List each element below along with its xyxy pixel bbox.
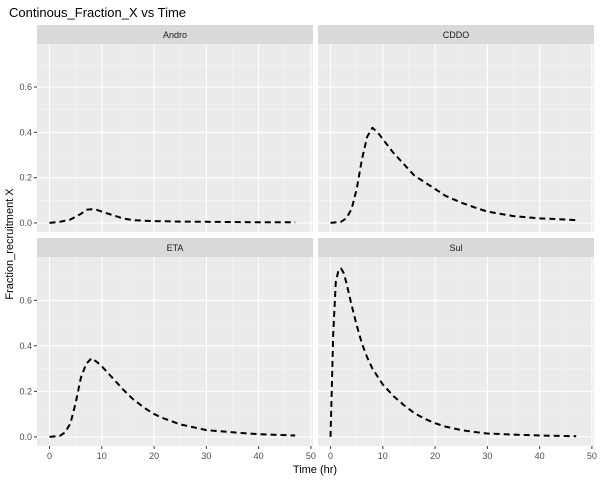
y-tick-label: 0.6 <box>19 295 32 305</box>
x-tick-label: 20 <box>430 451 440 461</box>
facet-cddo: CDDO <box>318 25 594 232</box>
facet-strip-label: Andro <box>163 30 187 40</box>
facet-eta: ETA 0.0 0.2 0.4 0.6 0 10 20 30 40 50 <box>19 238 316 461</box>
facet-strip-label: Sul <box>449 243 462 253</box>
x-tick-label: 30 <box>482 451 492 461</box>
x-tick-label: 40 <box>254 451 264 461</box>
facet-panels: Andro 0.0 0.2 0.4 0.6 CDDO ETA 0.0 0.2 0.4 0.6 0 10 2… <box>19 25 597 461</box>
x-tick-label: 50 <box>306 451 316 461</box>
y-tick-label: 0.2 <box>19 173 32 183</box>
y-axis-label: Fraction_recruitment X <box>4 188 16 300</box>
y-tick-label: 0.0 <box>19 218 32 228</box>
x-tick-label: 10 <box>378 451 388 461</box>
x-axis-label: Time (hr) <box>293 464 337 476</box>
facet-strip <box>37 238 313 257</box>
x-tick-label: 10 <box>97 451 107 461</box>
series-line-eta <box>49 357 296 438</box>
series-line-andro <box>49 208 296 224</box>
y-tick-label: 0.4 <box>19 341 32 351</box>
x-tick-label: 50 <box>587 451 597 461</box>
x-tick-label: 30 <box>201 451 211 461</box>
panel-background <box>318 257 594 446</box>
facet-sul: Sul 0 10 20 30 40 50 <box>318 238 597 461</box>
facet-strip <box>318 238 594 257</box>
y-tick-label: 0.0 <box>19 432 32 442</box>
x-tick-label: 0 <box>47 451 52 461</box>
panel-background <box>37 257 313 446</box>
panel-background <box>37 44 313 232</box>
facet-strip <box>37 25 313 44</box>
panel-background <box>318 44 594 232</box>
x-tick-label: 40 <box>535 451 545 461</box>
facet-andro: Andro 0.0 0.2 0.4 0.6 <box>19 25 313 232</box>
series-line-cddo <box>330 126 577 224</box>
facet-strip-label: CDDO <box>443 30 470 40</box>
chart-title: Continous_Fraction_X vs Time <box>9 5 186 20</box>
y-tick-label: 0.6 <box>19 82 32 92</box>
x-tick-label: 20 <box>149 451 159 461</box>
y-tick-label: 0.2 <box>19 386 32 396</box>
y-tick-label: 0.4 <box>19 127 32 137</box>
series-line-sul <box>329 267 577 438</box>
x-tick-label: 0 <box>328 451 333 461</box>
facet-strip-label: ETA <box>167 243 184 253</box>
facet-strip <box>318 25 594 44</box>
